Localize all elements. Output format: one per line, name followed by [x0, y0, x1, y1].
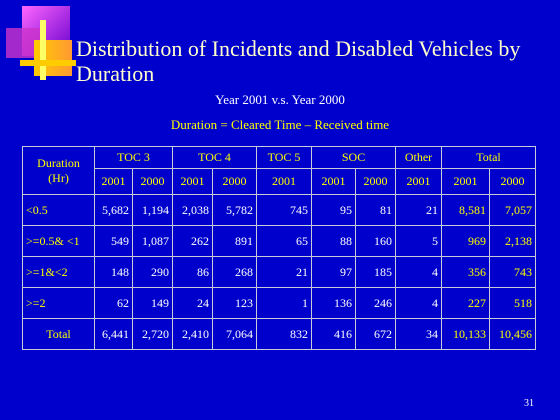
year-header: 2001 — [256, 168, 313, 195]
table-body: Duration (Hr) TOC 3 TOC 4 TOC 5 SOC Other Total… — [22, 146, 537, 350]
year-header: 2001 — [94, 168, 133, 195]
table-cell: 2,038 — [172, 194, 214, 226]
group-header: SOC — [311, 146, 397, 169]
table-cell: 1,087 — [131, 225, 174, 257]
table-cell: 268 — [212, 256, 258, 288]
data-row: Total 6,441 2,720 2,410 7,064 832 416 672 34 10,1… — [22, 318, 537, 350]
table-cell: 88 — [311, 225, 357, 257]
group-header: TOC 5 — [256, 146, 313, 169]
year-header: 2000 — [489, 168, 537, 195]
table-cell: 21 — [256, 256, 313, 288]
group-header: TOC 3 — [93, 146, 174, 169]
table-cell: 891 — [212, 225, 258, 257]
group-header: TOC 4 — [172, 146, 258, 169]
year-header: 2001 — [172, 168, 214, 195]
header-row: Duration (Hr) TOC 3 TOC 4 TOC 5 SOC Other Total — [22, 146, 537, 195]
table-cell: 5,782 — [212, 194, 258, 226]
table-cell: 262 — [172, 225, 214, 257]
row-label: Total — [22, 318, 95, 350]
table-cell: 149 — [131, 287, 174, 319]
table-cell: 5,682 — [94, 194, 133, 226]
slide-subtitle: Year 2001 v.s. Year 2000 — [215, 92, 345, 107]
header-text: Duration — [37, 155, 80, 170]
table-cell: 24 — [172, 287, 214, 319]
table-cell: 21 — [395, 194, 443, 226]
table-cell: 34 — [395, 318, 443, 350]
table-cell: 8,581 — [441, 194, 491, 226]
table-cell: 136 — [311, 287, 357, 319]
table-cell: 185 — [355, 256, 397, 288]
table-cell: 4 — [395, 256, 443, 288]
table-cell: 2,720 — [131, 318, 174, 350]
table-cell: 356 — [441, 256, 491, 288]
year-header: 2001 — [311, 168, 357, 195]
table-cell: 6,441 — [94, 318, 133, 350]
year-header: 2000 — [131, 168, 174, 195]
table-cell: 81 — [355, 194, 397, 226]
data-row: >=0.5& <1 549 1,087 262 891 65 88 160 5 969 2,138 — [22, 225, 537, 257]
group-header: Total — [441, 146, 537, 169]
table-cell: 7,064 — [212, 318, 258, 350]
year-header: 2000 — [212, 168, 258, 195]
table-cell: 743 — [489, 256, 537, 288]
table-cell: 549 — [94, 225, 133, 257]
table-cell: 86 — [172, 256, 214, 288]
data-table: Duration (Hr) TOC 3 TOC 4 TOC 5 SOC Other Total… — [22, 146, 537, 350]
row-label: >=0.5& <1 — [22, 225, 95, 257]
table-cell: 5 — [395, 225, 443, 257]
table-cell: 290 — [131, 256, 174, 288]
row-label: >=1&<2 — [22, 256, 95, 288]
row-label: <0.5 — [22, 194, 95, 226]
table-cell: 246 — [355, 287, 397, 319]
table-cell: 745 — [256, 194, 313, 226]
header-cell: Duration (Hr) — [22, 146, 95, 195]
page-number: 31 — [524, 398, 534, 409]
table-cell: 10,133 — [441, 318, 491, 350]
year-header: 2001 — [441, 168, 491, 195]
table-cell: 123 — [212, 287, 258, 319]
table-cell: 1 — [256, 287, 313, 319]
table-cell: 10,456 — [489, 318, 537, 350]
table-cell: 2,138 — [489, 225, 537, 257]
table-cell: 969 — [441, 225, 491, 257]
data-row: <0.5 5,682 1,194 2,038 5,782 745 95 81 21 8,581 7,… — [22, 194, 537, 226]
table-cell: 7,057 — [489, 194, 537, 226]
header-row: 2001 2000 2001 2000 2001 2001 2000 2001 2001 2000 — [23, 168, 537, 195]
table-cell: 518 — [489, 287, 537, 319]
decoration — [6, 6, 76, 80]
table-cell: 65 — [256, 225, 313, 257]
slide-title: Distribution of Incidents and Disabled V… — [76, 36, 521, 86]
table-cell: 160 — [355, 225, 397, 257]
year-header: 2000 — [355, 168, 397, 195]
table-cell: 832 — [256, 318, 313, 350]
group-header: Other — [395, 146, 443, 169]
table-cell: 672 — [355, 318, 397, 350]
data-row: >=1&<2 148 290 86 268 21 97 185 4 356 743 — [22, 256, 537, 288]
table-cell: 4 — [395, 287, 443, 319]
table-cell: 62 — [94, 287, 133, 319]
row-label: >=2 — [22, 287, 95, 319]
table-cell: 97 — [311, 256, 357, 288]
header-text: (Hr) — [48, 170, 69, 185]
data-row: >=2 62 149 24 123 1 136 246 4 227 518 — [22, 287, 537, 319]
table-cell: 2,410 — [172, 318, 214, 350]
table-cell: 227 — [441, 287, 491, 319]
table-cell: 1,194 — [131, 194, 174, 226]
year-header: 2001 — [395, 168, 443, 195]
slide-note: Duration = Cleared Time – Received time — [170, 117, 390, 132]
table-cell: 148 — [94, 256, 133, 288]
table-cell: 95 — [311, 194, 357, 226]
table-cell: 416 — [311, 318, 357, 350]
